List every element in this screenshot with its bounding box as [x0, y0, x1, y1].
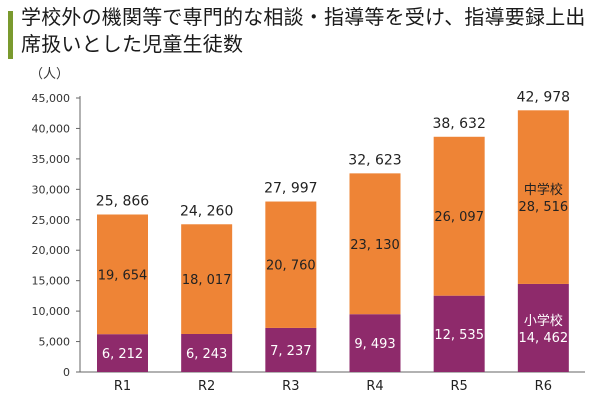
y-tick-label: 20,000 [32, 244, 71, 257]
bars-layer [97, 110, 569, 372]
bar-segment-junior-high [181, 224, 233, 334]
bar-segment-junior-high [433, 136, 485, 296]
y-tick-label: 10,000 [32, 305, 71, 318]
bar-value-label: 9, 493 [354, 337, 395, 352]
bar-segment-elementary [265, 327, 317, 372]
bar-total-label: 42, 978 [517, 89, 570, 105]
bar-total-label: 38, 632 [432, 116, 485, 132]
x-category-label: R2 [198, 379, 215, 394]
bar-value-label: 6, 243 [186, 347, 227, 362]
bar-segment-elementary [349, 314, 401, 372]
bar-segment-junior-high [349, 173, 401, 315]
bar-value-label: 19, 654 [98, 268, 148, 283]
y-tick-label: 40,000 [32, 122, 71, 135]
bar-value-label: 26, 097 [434, 210, 484, 225]
bar-value-label: 20, 760 [266, 259, 316, 274]
bar-value-label: 6, 212 [102, 347, 143, 362]
bar-value-label: 14, 462 [519, 331, 569, 346]
y-tick-label: 45,000 [32, 92, 71, 105]
bar-segment-elementary [97, 334, 148, 372]
bar-total-label: 27, 997 [264, 181, 317, 197]
bar-total-label: 32, 623 [348, 152, 401, 168]
bar-value-label: 18, 017 [182, 273, 232, 288]
y-tick-label: 35,000 [32, 153, 71, 166]
bar-value-label: 12, 535 [434, 328, 484, 343]
series-name-label: 中学校 [524, 182, 563, 198]
bar-value-label: 7, 237 [270, 344, 311, 359]
bar-segment-elementary [181, 333, 233, 372]
title-accent-bar [8, 11, 13, 59]
x-category-label: R5 [451, 379, 468, 394]
bar-segment-junior-high [97, 214, 148, 335]
bar-segment-junior-high [265, 201, 317, 328]
x-category-label: R1 [114, 379, 131, 394]
x-category-label: R4 [366, 379, 383, 394]
bar-total-label: 25, 866 [96, 194, 150, 210]
bar-segment-elementary [517, 283, 569, 372]
labels-layer: R1 25, 866 6, 212 19, 654 R2 24, 260 6, 243 18,… [96, 89, 570, 394]
x-category-label: R6 [535, 379, 552, 394]
chart-title: 学校外の機関等で専門的な相談・指導等を受け、指導要録上出席扱いとした児童生徒数 [21, 5, 586, 56]
bar-segment-elementary [433, 295, 485, 372]
y-axis-unit-label: （人） [30, 67, 69, 82]
bar-value-label: 23, 130 [350, 238, 400, 253]
y-tick-label: 0 [63, 366, 70, 379]
bar-value-label: 28, 516 [519, 200, 569, 215]
bar-segment-junior-high [517, 110, 569, 284]
y-tick-label: 5,000 [39, 336, 71, 349]
axis-layer: （人） 0 5,000 10,000 15,000 20,000 25,000 30,000 3… [30, 67, 585, 379]
x-category-label: R3 [282, 379, 299, 394]
y-tick-label: 15,000 [32, 275, 71, 288]
bar-total-label: 24, 260 [180, 203, 233, 219]
y-tick-label: 25,000 [32, 214, 71, 227]
series-name-label: 小学校 [524, 313, 563, 329]
y-tick-label: 30,000 [32, 183, 71, 196]
